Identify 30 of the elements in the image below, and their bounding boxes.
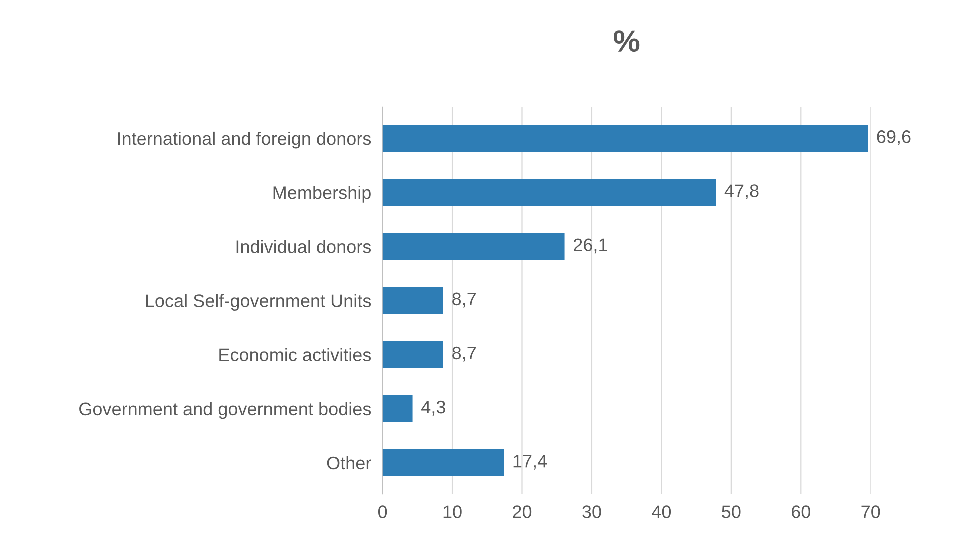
bar	[382, 287, 444, 314]
bar	[382, 124, 868, 152]
x-tick-label: 50	[722, 506, 741, 518]
bar	[382, 233, 565, 260]
y-tick-label: Membership	[274, 186, 371, 203]
data-label: 8,7	[452, 346, 476, 362]
y-tick-label: Individual donors	[236, 240, 372, 254]
y-tick-label: Economic activities	[220, 348, 372, 362]
x-tick-label: 10	[444, 506, 462, 518]
x-tick-label: 30	[582, 506, 602, 518]
data-label: 17,4	[514, 455, 548, 470]
y-tick-label: International and foreign donors	[118, 132, 372, 149]
bar	[382, 395, 413, 422]
y-tick-label: Government and government bodies	[80, 402, 372, 420]
chart-title: %	[614, 30, 640, 52]
y-tick-label: Local Self-government Units	[146, 294, 372, 312]
x-tick-label: 20	[513, 506, 532, 518]
x-tick-label: 60	[792, 506, 810, 518]
x-tick-label: 70	[862, 506, 880, 518]
data-label: 47,8	[724, 184, 759, 200]
data-label: 69,6	[877, 130, 911, 146]
x-tick-label: 0	[378, 506, 388, 518]
data-label: 8,7	[452, 292, 476, 308]
bar	[382, 179, 716, 206]
data-label: 4,3	[422, 400, 446, 416]
y-tick-label: Other	[327, 456, 372, 470]
x-tick-label: 40	[652, 506, 672, 518]
bar	[382, 341, 444, 368]
bar	[382, 449, 504, 476]
data-label: 26,1	[574, 238, 608, 254]
